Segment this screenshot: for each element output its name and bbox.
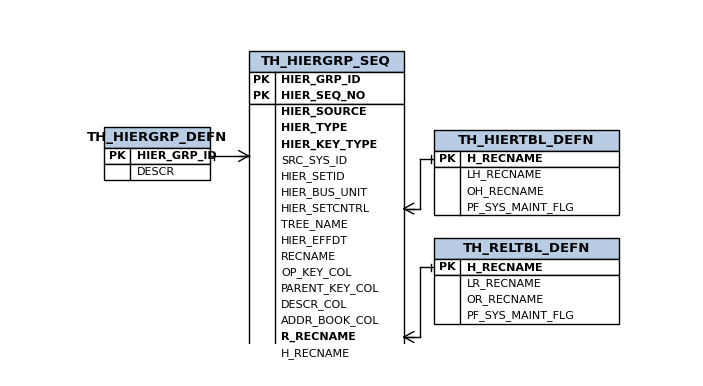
Text: TH_HIERGRP_SEQ: TH_HIERGRP_SEQ [262,55,391,68]
Text: OR_RECNAME: OR_RECNAME [467,294,544,305]
Text: LH_RECNAME: LH_RECNAME [467,169,542,181]
Text: TH_HIERGRP_DEFN: TH_HIERGRP_DEFN [87,131,228,144]
Bar [434,167,619,215]
Text: OP_KEY_COL: OP_KEY_COL [281,267,352,278]
Text: PF_SYS_MAINT_FLG: PF_SYS_MAINT_FLG [467,201,574,213]
Text: SRC_SYS_ID: SRC_SYS_ID [281,155,347,166]
Bar [249,104,404,361]
Bar [434,238,619,259]
Text: HIER_GRP_ID: HIER_GRP_ID [137,151,217,161]
Text: TH_HIERTBL_DEFN: TH_HIERTBL_DEFN [458,134,595,147]
Text: HIER_BUS_UNIT: HIER_BUS_UNIT [281,187,368,198]
Text: PK: PK [439,262,456,273]
Text: H_RECNAME: H_RECNAME [467,262,542,273]
Bar [434,259,619,276]
Text: ADDR_BOOK_COL: ADDR_BOOK_COL [281,315,380,327]
Bar [104,164,210,180]
Bar [434,151,619,167]
Text: PF_SYS_MAINT_FLG: PF_SYS_MAINT_FLG [467,310,574,321]
Text: PK: PK [253,75,270,85]
Text: LR_RECNAME: LR_RECNAME [467,278,541,289]
Text: RECNAME: RECNAME [281,252,337,262]
Text: R_RECNAME: R_RECNAME [281,332,356,342]
Bar [104,127,210,148]
Text: PK: PK [439,154,456,164]
Text: HIER_EFFDT: HIER_EFFDT [281,235,348,246]
Bar [249,72,404,104]
Text: HIER_SETCNTRL: HIER_SETCNTRL [281,203,370,214]
Text: TREE_NAME: TREE_NAME [281,219,348,230]
Text: HIER_SOURCE: HIER_SOURCE [281,107,367,117]
Bar [434,276,619,323]
Text: PK: PK [109,151,126,161]
Text: H_RECNAME: H_RECNAME [467,154,542,164]
Text: OH_RECNAME: OH_RECNAME [467,186,544,196]
Text: HIER_SEQ_NO: HIER_SEQ_NO [281,91,366,102]
Text: PARENT_KEY_COL: PARENT_KEY_COL [281,283,380,294]
Text: H_RECNAME: H_RECNAME [281,348,350,359]
Text: HIER_TYPE: HIER_TYPE [281,123,348,134]
Text: TH_RELTBL_DEFN: TH_RELTBL_DEFN [463,242,590,255]
Text: PK: PK [253,91,270,101]
Bar [104,148,210,164]
Text: DESCR: DESCR [137,167,175,177]
Text: DESCR_COL: DESCR_COL [281,300,348,310]
Bar [434,130,619,151]
Text: HIER_KEY_TYPE: HIER_KEY_TYPE [281,139,378,149]
Text: HIER_GRP_ID: HIER_GRP_ID [281,75,361,85]
Bar [249,51,404,72]
Text: HIER_SETID: HIER_SETID [281,171,346,182]
